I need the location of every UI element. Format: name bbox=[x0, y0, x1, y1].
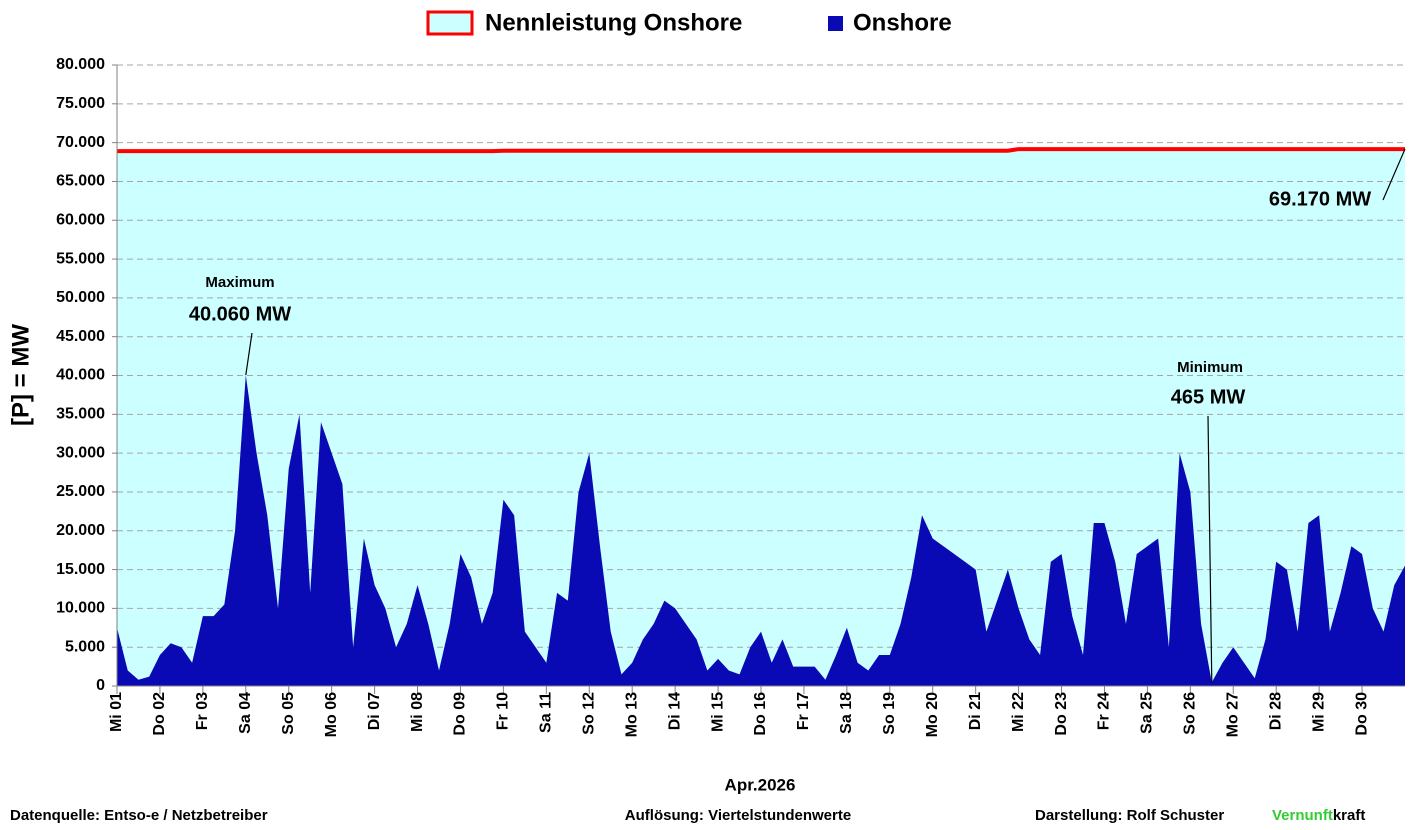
y-tick-label: 15.000 bbox=[56, 561, 105, 578]
x-tick-label: Di 21 bbox=[967, 692, 984, 730]
legend-label: Onshore bbox=[853, 9, 952, 36]
line bbox=[117, 147, 1405, 154]
annotation-label: Maximum bbox=[205, 274, 274, 291]
x-tick-label: Di 14 bbox=[666, 692, 683, 730]
x-tick-label: Fr 24 bbox=[1096, 692, 1113, 730]
x-tick-label: Mi 22 bbox=[1010, 692, 1027, 732]
area bbox=[117, 149, 1405, 686]
x-tick-label: Sa 25 bbox=[1139, 692, 1156, 734]
x-tick-label: Mo 13 bbox=[623, 692, 640, 737]
y-tick-label: 70.000 bbox=[56, 134, 105, 151]
footer-author: Darstellung: Rolf Schuster bbox=[1035, 807, 1224, 824]
y-tick-label: 0 bbox=[96, 677, 105, 694]
x-tick-label: So 19 bbox=[881, 692, 898, 735]
y-tick-label: 60.000 bbox=[56, 211, 105, 228]
y-tick-label: 5.000 bbox=[65, 638, 105, 655]
y-tick-label: 50.000 bbox=[56, 289, 105, 306]
legend-swatch bbox=[828, 16, 843, 31]
x-tick-label: Do 09 bbox=[452, 692, 469, 736]
x-tick-label: Di 28 bbox=[1267, 692, 1284, 730]
legend-label: Nennleistung Onshore bbox=[485, 9, 742, 36]
footer-brand: Vernunftkraft bbox=[1272, 807, 1365, 824]
y-tick-label: 65.000 bbox=[56, 173, 105, 190]
x-tick-label: Mo 27 bbox=[1224, 692, 1241, 737]
x-tick-label: Mo 20 bbox=[924, 692, 941, 737]
x-tick-label: Mi 08 bbox=[409, 692, 426, 732]
x-axis-title: Apr.2026 bbox=[725, 775, 796, 794]
y-tick-label: 40.000 bbox=[56, 367, 105, 384]
x-tick-label: Mi 29 bbox=[1310, 692, 1327, 732]
y-tick-label: 45.000 bbox=[56, 328, 105, 345]
y-axis-title: [P] = MW bbox=[7, 324, 34, 426]
x-tick-label: Do 16 bbox=[752, 692, 769, 736]
x-tick-label: Fr 17 bbox=[795, 692, 812, 730]
y-tick-label: 10.000 bbox=[56, 600, 105, 617]
footer-source: Datenquelle: Entso-e / Netzbetreiber bbox=[10, 807, 268, 824]
y-tick-label: 35.000 bbox=[56, 406, 105, 423]
annotation-value: 69.170 MW bbox=[1269, 188, 1371, 210]
x-tick-label: So 26 bbox=[1182, 692, 1199, 735]
y-tick-label: 25.000 bbox=[56, 483, 105, 500]
x-tick-label: Fr 10 bbox=[495, 692, 512, 730]
footer-resolution: Auflösung: Viertelstundenwerte bbox=[625, 807, 851, 824]
x-tick-label: Sa 11 bbox=[538, 692, 555, 733]
area bbox=[117, 375, 1405, 686]
x-tick-label: Do 02 bbox=[151, 692, 168, 736]
annotation-leader bbox=[1207, 415, 1213, 683]
brand-green: Vernunft bbox=[1272, 807, 1333, 824]
annotation-leader bbox=[1382, 148, 1406, 201]
y-tick-label: 30.000 bbox=[56, 444, 105, 461]
annotation-label: Minimum bbox=[1177, 359, 1243, 376]
x-tick-label: Mi 01 bbox=[108, 692, 125, 732]
x-tick-label: Do 23 bbox=[1053, 692, 1070, 736]
x-tick-label: Sa 04 bbox=[237, 692, 254, 734]
y-tick-label: 80.000 bbox=[56, 56, 105, 73]
x-tick-label: Do 30 bbox=[1353, 692, 1370, 736]
x-tick-label: Di 07 bbox=[366, 692, 383, 730]
legend-swatch bbox=[426, 10, 474, 36]
x-tick-label: So 05 bbox=[280, 692, 297, 735]
annotation-leader bbox=[245, 332, 253, 376]
y-tick-label: 55.000 bbox=[56, 250, 105, 267]
annotation-value: 465 MW bbox=[1171, 386, 1246, 408]
y-tick-label: 75.000 bbox=[56, 95, 105, 112]
brand-black: kraft bbox=[1333, 807, 1366, 824]
x-tick-label: Mi 15 bbox=[709, 692, 726, 732]
x-tick-label: Mo 06 bbox=[323, 692, 340, 737]
plot bbox=[117, 64, 1405, 686]
y-tick-label: 20.000 bbox=[56, 522, 105, 539]
x-tick-label: Sa 18 bbox=[838, 692, 855, 734]
annotation-value: 40.060 MW bbox=[189, 303, 291, 325]
x-tick-label: So 12 bbox=[580, 692, 597, 735]
x-tick-label: Fr 03 bbox=[194, 692, 211, 730]
